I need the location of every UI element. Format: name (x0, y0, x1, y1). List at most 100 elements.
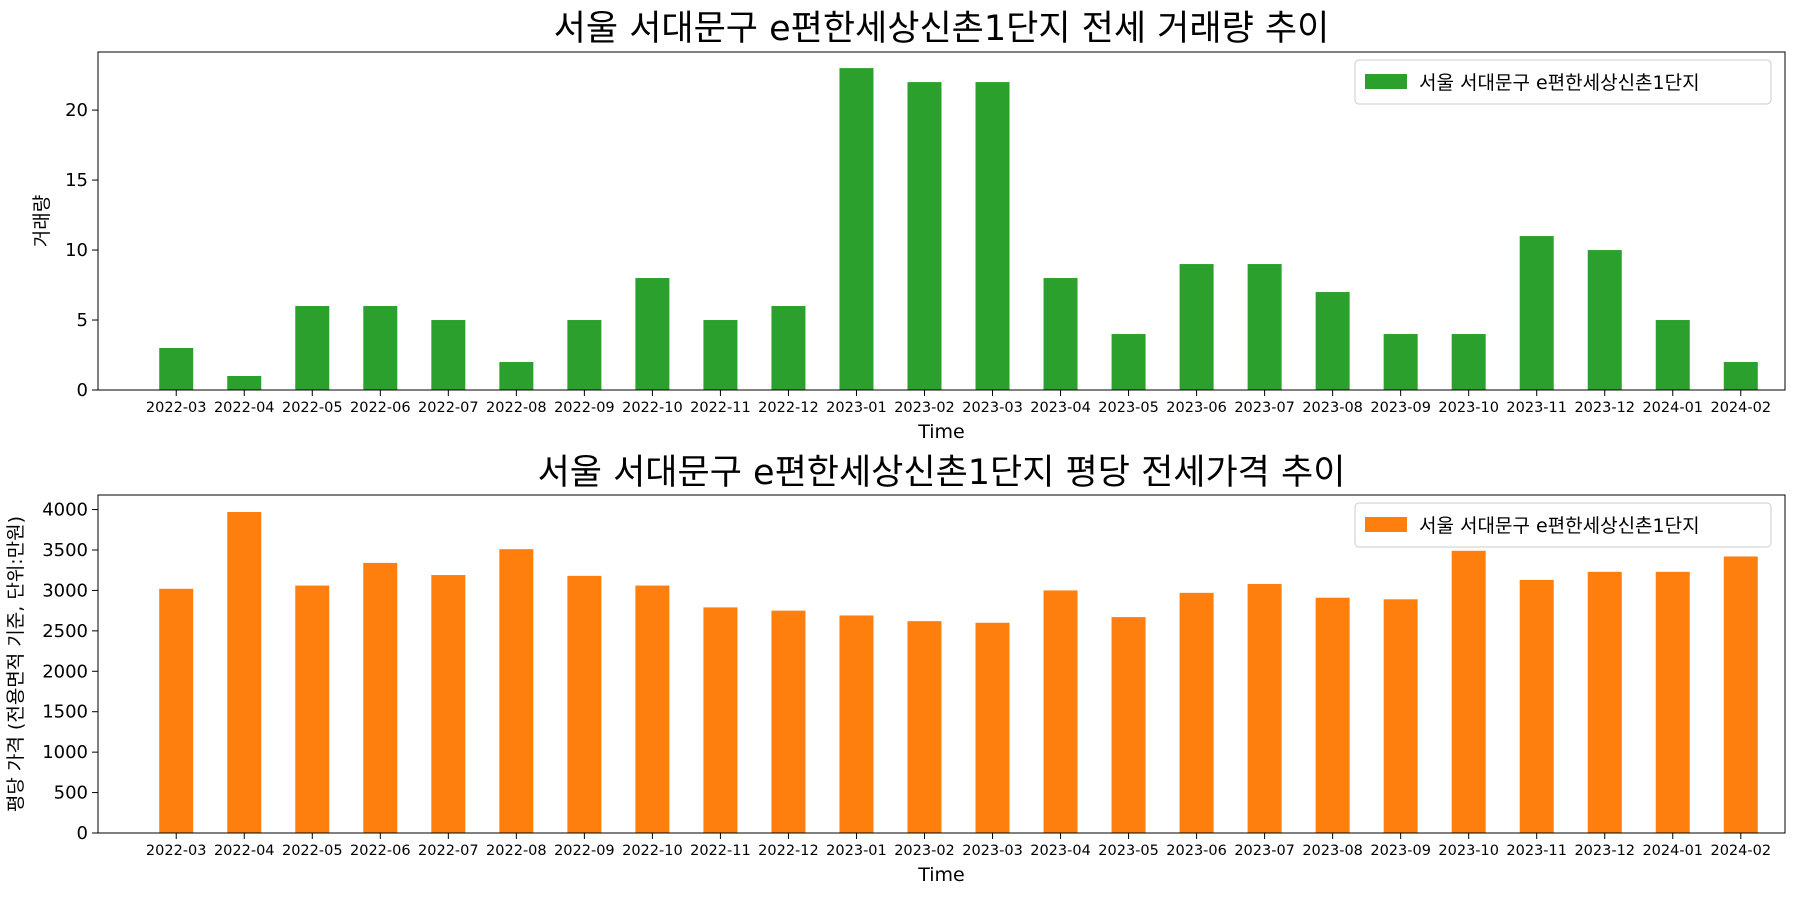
legend-swatch (1365, 517, 1407, 532)
x-tick-label: 2022-05 (282, 400, 343, 416)
y-tick-label: 3000 (42, 580, 88, 601)
bar-2022-11 (703, 607, 738, 833)
x-tick-label: 2023-03 (962, 843, 1023, 859)
x-tick-label: 2024-01 (1642, 843, 1703, 859)
bar-2022-07 (431, 320, 466, 390)
y-tick-label: 500 (54, 783, 88, 804)
x-tick-label: 2023-08 (1302, 400, 1363, 416)
x-tick-label: 2022-11 (690, 400, 751, 416)
y-tick-label: 10 (65, 240, 88, 261)
x-tick-label: 2022-09 (554, 400, 615, 416)
chart-title: 서울 서대문구 e편한세상신촌1단지 평당 전세가격 추이 (538, 453, 1346, 493)
bar-2023-01 (839, 68, 874, 390)
x-tick-label: 2022-12 (758, 400, 819, 416)
x-tick-label: 2022-03 (146, 400, 207, 416)
bar-2023-02 (907, 621, 942, 833)
bar-2022-09 (567, 320, 602, 390)
x-tick-label: 2024-02 (1710, 843, 1771, 859)
legend-swatch (1365, 74, 1407, 89)
x-tick-label: 2023-06 (1166, 843, 1227, 859)
legend-box (1354, 502, 1772, 548)
bar-2022-03 (159, 588, 194, 833)
bar-2022-06 (363, 562, 398, 833)
x-tick-label: 2023-01 (826, 400, 887, 416)
x-tick-label: 2022-07 (418, 400, 479, 416)
chart-panel-2: 서울 서대문구 e편한세상신촌1단지 평당 전세가격 추이 0 500 1000 150… (5, 453, 1786, 886)
x-tick-label: 2022-06 (350, 843, 411, 859)
bar-2023-12 (1587, 571, 1622, 833)
x-tick-label: 2022-08 (486, 400, 547, 416)
bar-2023-10 (1451, 334, 1486, 390)
x-tick-label: 2022-03 (146, 843, 207, 859)
x-tick-label: 2023-07 (1234, 400, 1295, 416)
x-tick-label: 2023-03 (962, 400, 1023, 416)
x-tick-label: 2023-09 (1370, 400, 1431, 416)
bar-2023-06 (1179, 264, 1214, 390)
x-tick-label: 2022-11 (690, 843, 751, 859)
y-tick-label: 0 (77, 823, 88, 844)
y-tick-label: 5 (77, 310, 88, 331)
bar-2023-08 (1315, 597, 1350, 833)
x-tick-label: 2023-07 (1234, 843, 1295, 859)
legend-label: 서울 서대문구 e편한세상신촌1단지 (1419, 72, 1700, 94)
x-tick-label: 2023-12 (1574, 400, 1635, 416)
plot-frame (97, 51, 1786, 391)
x-tick-label: 2022-08 (486, 843, 547, 859)
x-tick-label: 2023-05 (1098, 843, 1159, 859)
bar-2023-09 (1383, 334, 1418, 390)
chart-panel-1: 서울 서대문구 e편한세상신촌1단지 전세 거래량 추이 0 5 10 15 20 2022… (31, 9, 1786, 443)
bar-2022-10 (635, 278, 670, 390)
bar-2022-06 (363, 306, 398, 390)
plot-frame (97, 494, 1786, 834)
bar-2023-04 (1043, 590, 1078, 833)
x-tick-label: 2023-04 (1030, 400, 1091, 416)
x-tick-label: 2022-04 (214, 843, 275, 859)
bar-2024-02 (1723, 362, 1758, 390)
bar-2024-01 (1655, 320, 1690, 390)
chart-title: 서울 서대문구 e편한세상신촌1단지 전세 거래량 추이 (554, 9, 1330, 49)
x-tick-label: 2022-06 (350, 400, 411, 416)
bar-2022-10 (635, 585, 670, 833)
x-tick-label: 2022-09 (554, 843, 615, 859)
x-tick-label: 2022-07 (418, 843, 479, 859)
bar-2022-03 (159, 348, 194, 390)
bar-2023-07 (1247, 264, 1282, 390)
x-tick-label: 2023-08 (1302, 843, 1363, 859)
bar-2024-02 (1723, 556, 1758, 833)
x-axis-label: Time (917, 864, 965, 886)
bar-2023-01 (839, 615, 874, 833)
bar-2023-06 (1179, 592, 1214, 833)
bar-2023-03 (975, 82, 1010, 390)
x-tick-label: 2023-11 (1506, 843, 1567, 859)
bar-2023-07 (1247, 583, 1282, 833)
x-tick-label: 2023-10 (1438, 843, 1499, 859)
bar-2023-04 (1043, 278, 1078, 390)
legend-box (1354, 59, 1772, 105)
y-tick-label: 0 (77, 380, 88, 401)
bar-2022-12 (771, 306, 806, 390)
x-tick-label: 2024-02 (1710, 400, 1771, 416)
bar-2023-05 (1111, 617, 1146, 833)
x-tick-label: 2022-10 (622, 400, 683, 416)
bar-2023-02 (907, 82, 942, 390)
x-tick-label: 2023-06 (1166, 400, 1227, 416)
bar-2023-10 (1451, 550, 1486, 833)
x-tick-label: 2022-10 (622, 843, 683, 859)
bar-2022-12 (771, 610, 806, 833)
y-tick-label: 1000 (42, 742, 88, 763)
x-tick-label: 2024-01 (1642, 400, 1703, 416)
bar-2022-05 (295, 585, 330, 833)
bar-2022-11 (703, 320, 738, 390)
bar-2022-07 (431, 575, 466, 833)
bar-2023-03 (975, 622, 1010, 833)
x-tick-label: 2023-09 (1370, 843, 1431, 859)
bar-2022-08 (499, 362, 534, 390)
y-tick-label: 4000 (42, 500, 88, 521)
x-tick-label: 2023-04 (1030, 843, 1091, 859)
bar-2024-01 (1655, 571, 1690, 833)
x-tick-label: 2023-02 (894, 843, 955, 859)
y-axis-label: 평당 가격 (전용면적 기준, 단위:만원) (5, 516, 27, 812)
x-tick-label: 2023-02 (894, 400, 955, 416)
bar-2022-05 (295, 306, 330, 390)
